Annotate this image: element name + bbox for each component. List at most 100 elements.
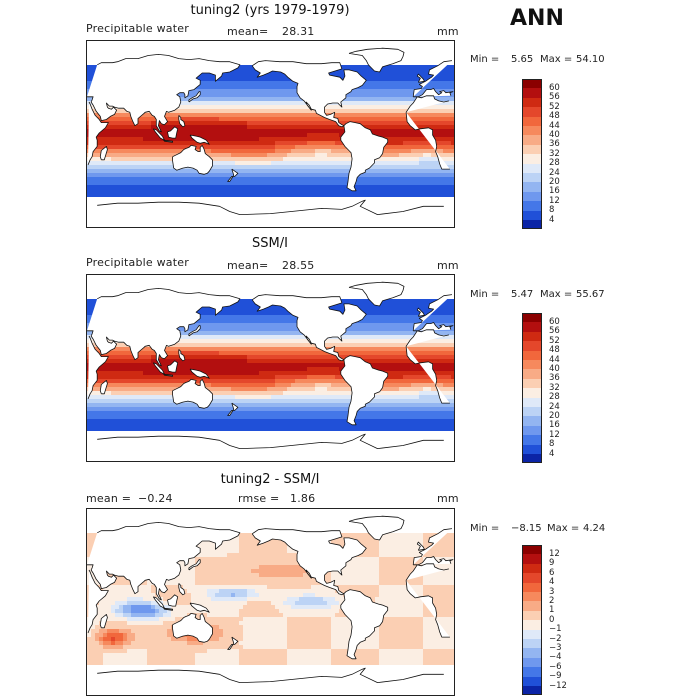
field-cell bbox=[283, 137, 287, 141]
field-cell bbox=[135, 145, 139, 149]
field-cell bbox=[223, 193, 227, 197]
field-cell bbox=[383, 307, 387, 311]
field-cell bbox=[295, 173, 299, 177]
field-cell bbox=[403, 181, 407, 185]
field-cell bbox=[287, 351, 291, 355]
field-cell bbox=[259, 117, 263, 121]
field-cell bbox=[399, 85, 403, 89]
field-cell bbox=[367, 323, 371, 327]
field-cell bbox=[299, 153, 303, 157]
field-cell bbox=[191, 181, 195, 185]
field-cell bbox=[119, 347, 123, 351]
field-cell bbox=[451, 117, 454, 121]
field-cell bbox=[263, 77, 267, 81]
field-cell bbox=[123, 169, 127, 173]
field-cell bbox=[195, 177, 199, 181]
field-cell bbox=[447, 97, 451, 101]
field-cell bbox=[219, 85, 223, 89]
field-cell bbox=[419, 359, 423, 363]
field-cell bbox=[331, 379, 335, 383]
field-cell bbox=[383, 105, 387, 109]
field-cell bbox=[107, 375, 111, 379]
field-cell bbox=[247, 323, 251, 327]
field-cell bbox=[359, 121, 363, 125]
field-cell bbox=[383, 351, 387, 355]
field-cell bbox=[203, 339, 207, 343]
field-cell bbox=[431, 315, 435, 319]
field-cell bbox=[95, 189, 99, 193]
field-cell bbox=[183, 97, 187, 101]
field-cell bbox=[223, 355, 227, 359]
field-cell bbox=[103, 141, 107, 145]
field-cell bbox=[275, 315, 279, 319]
field-cell bbox=[239, 149, 243, 153]
field-cell bbox=[435, 81, 439, 85]
field-cell bbox=[211, 169, 215, 173]
field-cell bbox=[271, 355, 275, 359]
field-cell bbox=[399, 347, 403, 351]
field-cell bbox=[215, 105, 219, 109]
field-cell bbox=[287, 343, 291, 347]
field-cell bbox=[295, 161, 299, 165]
field-cell bbox=[239, 169, 243, 173]
field-cell bbox=[235, 101, 239, 105]
field-cell bbox=[387, 323, 391, 327]
field-cell bbox=[355, 193, 359, 197]
field-cell bbox=[363, 89, 367, 93]
field-cell bbox=[151, 165, 155, 169]
field-cell bbox=[279, 379, 283, 383]
field-cell bbox=[383, 145, 387, 149]
field-cell bbox=[239, 93, 243, 97]
field-cell bbox=[303, 161, 307, 165]
field-cell bbox=[419, 299, 423, 303]
field-cell bbox=[275, 81, 279, 85]
field-cell bbox=[123, 141, 127, 145]
field-cell bbox=[271, 133, 275, 137]
field-cell bbox=[411, 173, 415, 177]
field-cell bbox=[211, 347, 215, 351]
field-cell bbox=[323, 117, 327, 121]
field-cell bbox=[183, 109, 187, 113]
field-cell bbox=[255, 81, 259, 85]
field-cell bbox=[263, 343, 267, 347]
field-cell bbox=[407, 359, 411, 363]
field-cell bbox=[295, 359, 299, 363]
field-cell bbox=[199, 93, 203, 97]
field-cell bbox=[231, 109, 235, 113]
field-cell bbox=[391, 85, 395, 89]
field-cell bbox=[331, 109, 335, 113]
field-cell bbox=[343, 177, 347, 181]
field-cell bbox=[391, 355, 395, 359]
field-cell bbox=[395, 161, 399, 165]
field-cell bbox=[263, 97, 267, 101]
field-cell bbox=[267, 173, 271, 177]
field-cell bbox=[135, 125, 139, 129]
field-cell bbox=[327, 129, 331, 133]
field-cell bbox=[279, 351, 283, 355]
field-cell bbox=[99, 181, 103, 185]
field-cell bbox=[307, 181, 311, 185]
field-cell bbox=[195, 173, 199, 177]
field-cell bbox=[423, 137, 427, 141]
field-cell bbox=[359, 113, 363, 117]
field-cell bbox=[339, 189, 343, 193]
field-cell bbox=[211, 181, 215, 185]
field-cell bbox=[239, 141, 243, 145]
field-cell bbox=[275, 85, 279, 89]
field-cell bbox=[135, 193, 139, 197]
field-cell bbox=[287, 331, 291, 335]
field-cell bbox=[379, 189, 383, 193]
field-cell bbox=[431, 109, 435, 113]
field-cell bbox=[387, 105, 391, 109]
field-cell bbox=[195, 109, 199, 113]
field-cell bbox=[351, 117, 355, 121]
field-cell bbox=[443, 97, 447, 101]
field-cell bbox=[331, 185, 335, 189]
field-cell bbox=[431, 173, 435, 177]
field-cell bbox=[399, 137, 403, 141]
field-cell bbox=[423, 375, 427, 379]
field-cell bbox=[231, 347, 235, 351]
field-cell bbox=[139, 351, 143, 355]
field-cell bbox=[279, 319, 283, 323]
field-cell bbox=[187, 133, 191, 137]
